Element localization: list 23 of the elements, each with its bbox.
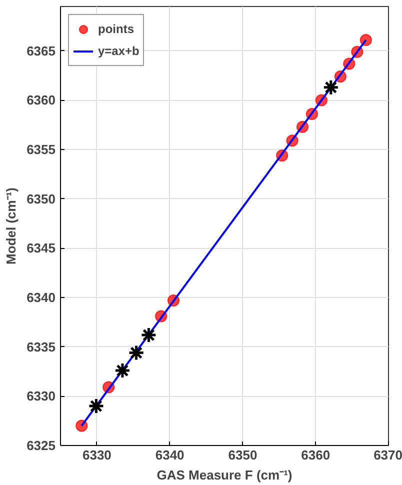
x-tick-label: 6330 <box>82 448 112 462</box>
y-tick-label: 6365 <box>26 43 56 58</box>
y-tick-label: 6345 <box>26 240 56 256</box>
legend-label: points <box>98 22 134 36</box>
x-tick-label: 6340 <box>155 448 184 462</box>
x-tick-label: 6350 <box>228 448 258 462</box>
legend-label: y=ax+b <box>98 44 140 58</box>
y-tick-label: 6325 <box>26 438 56 453</box>
x-tick-label: 6370 <box>374 448 402 462</box>
y-axis-title: Model (cm⁻¹) <box>4 188 19 264</box>
y-tick-label: 6360 <box>26 92 56 108</box>
point <box>140 326 157 344</box>
y-tick-label: 6340 <box>26 290 56 306</box>
point <box>88 398 104 414</box>
y-tick-label: 6330 <box>26 388 56 404</box>
y-tick-label: 6335 <box>26 339 56 354</box>
point <box>322 79 340 96</box>
point <box>128 344 145 362</box>
x-tick-label: 6360 <box>301 448 330 462</box>
x-axis-title: GAS Measure F (cm⁻¹) <box>156 468 292 482</box>
y-tick-label: 6355 <box>26 142 56 158</box>
y-tick-label: 6350 <box>26 191 56 206</box>
point <box>114 362 131 379</box>
